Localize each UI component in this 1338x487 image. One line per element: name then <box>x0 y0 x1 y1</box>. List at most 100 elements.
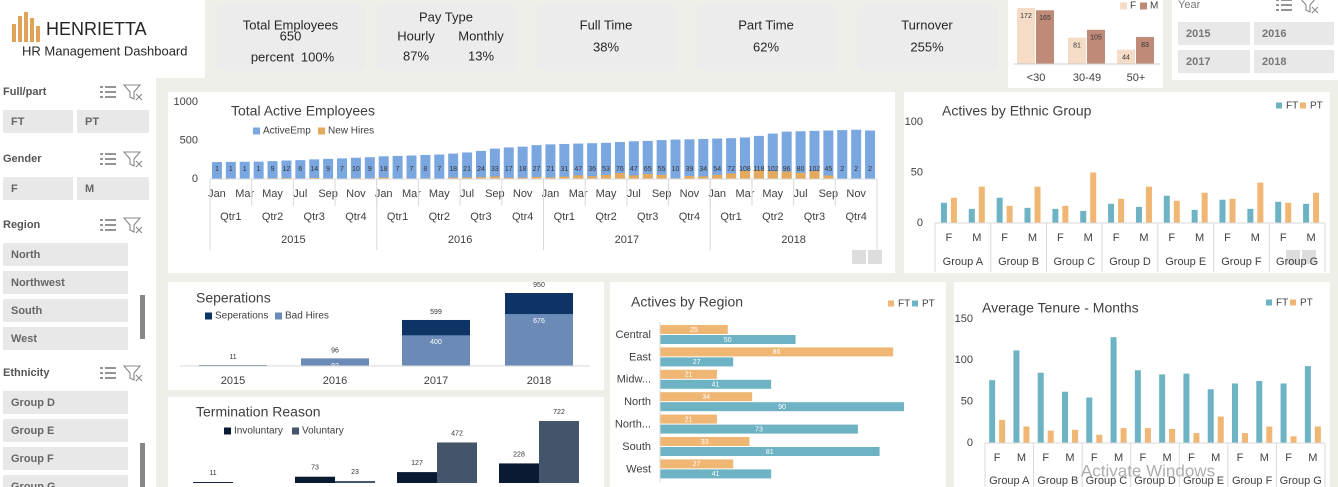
bar <box>1219 199 1226 223</box>
y-tick-label: 100 <box>955 354 973 366</box>
multi-select-icon[interactable] <box>100 86 116 98</box>
clear-filter-icon[interactable] <box>122 365 143 382</box>
multi-select-icon[interactable] <box>100 153 116 165</box>
data-label: 2 <box>868 166 872 173</box>
slicer-button[interactable] <box>3 271 128 294</box>
x-tick-label: M <box>1065 452 1074 464</box>
bar <box>392 155 403 179</box>
chart-title: Seperations <box>196 290 271 306</box>
data-label: 23 <box>351 469 359 476</box>
y-tick-label: Midw... <box>617 374 651 386</box>
bar <box>517 177 528 179</box>
zoom-buttons[interactable] <box>852 250 1316 264</box>
multi-select-icon[interactable] <box>100 219 116 231</box>
bar <box>767 171 778 179</box>
clear-filter-icon[interactable] <box>1300 0 1319 14</box>
clear-filter-icon[interactable] <box>122 151 143 168</box>
bar <box>1086 397 1093 443</box>
data-label: 86 <box>773 349 781 356</box>
bar <box>1023 426 1030 443</box>
group-label: Group E <box>1165 256 1206 268</box>
slicer-button[interactable] <box>3 447 128 470</box>
legend-label: M <box>1150 1 1158 12</box>
bar <box>462 152 473 179</box>
clear-filter-icon[interactable] <box>122 217 143 234</box>
slicer-title: Ethnicity <box>3 367 50 379</box>
chart-title: Termination Reason <box>196 404 321 420</box>
clear-filter-icon[interactable] <box>122 84 143 101</box>
data-label: 8 <box>423 166 427 173</box>
x-tick-label: Jan <box>708 188 726 200</box>
logo <box>12 12 40 42</box>
slicer-button[interactable] <box>3 110 73 133</box>
legend-swatch <box>292 427 299 435</box>
kpi-card <box>375 5 517 71</box>
data-label: 47 <box>630 166 638 173</box>
slicer-button[interactable] <box>3 177 73 200</box>
bar <box>1247 208 1254 223</box>
slicer-button[interactable] <box>77 110 149 133</box>
bar <box>1134 370 1141 443</box>
data-label: 18 <box>380 166 388 173</box>
slicer-button[interactable] <box>3 243 128 266</box>
bar <box>660 335 796 344</box>
group-label: Group B <box>1037 475 1078 487</box>
y-tick-label: 100 <box>905 116 923 128</box>
data-label: 599 <box>430 309 442 316</box>
legend-swatch <box>1276 102 1282 109</box>
bar <box>1303 203 1310 223</box>
bar <box>489 176 500 179</box>
data-label: 18 <box>449 166 457 173</box>
bar <box>434 154 445 179</box>
slicer-button[interactable] <box>3 299 128 322</box>
slicer-button[interactable] <box>3 327 128 350</box>
bar <box>614 142 625 179</box>
x-tick-label: M <box>1163 452 1172 464</box>
data-label: 96 <box>331 347 339 354</box>
data-label: 65 <box>644 166 652 173</box>
data-label: 172 <box>1020 13 1032 20</box>
multi-select-icon[interactable] <box>100 367 116 379</box>
bar <box>211 162 222 179</box>
slicer-button[interactable] <box>77 177 149 200</box>
data-label: 9 <box>271 166 275 173</box>
chart-title: Actives by Region <box>631 294 743 310</box>
quarter-label: Qtr3 <box>637 211 658 223</box>
kpi-value: 62% <box>753 39 779 54</box>
slicer-item: West <box>11 333 37 345</box>
x-tick-label: 2016 <box>323 375 347 387</box>
x-tick-label: M <box>1306 232 1315 244</box>
x-tick-label: F <box>1237 452 1244 464</box>
slicer-button[interactable] <box>1254 50 1334 73</box>
panel <box>904 92 1330 273</box>
x-tick-label: F <box>1188 452 1195 464</box>
slicer-button[interactable] <box>1178 22 1250 45</box>
x-tick-label: Mar <box>402 188 421 200</box>
x-tick-label: M <box>1139 232 1148 244</box>
slicer-button[interactable] <box>3 475 128 487</box>
multi-select-icon[interactable] <box>1276 0 1292 11</box>
slicer-button[interactable] <box>3 419 128 442</box>
year-label: 2018 <box>781 234 805 246</box>
slicer-button[interactable] <box>3 391 128 414</box>
group-label: Group G <box>1280 475 1322 487</box>
bar <box>309 177 320 179</box>
x-tick-label: M <box>1251 232 1260 244</box>
x-tick-label: <30 <box>1027 72 1046 84</box>
bar <box>1207 389 1214 443</box>
data-label: 21 <box>685 416 693 423</box>
kpi-title: Part Time <box>738 17 794 32</box>
bar <box>1191 209 1198 223</box>
data-label: 45 <box>824 166 832 173</box>
bar <box>601 142 612 179</box>
legend-label: Seperations <box>215 311 268 322</box>
x-tick-label: Sep <box>485 188 505 200</box>
bar <box>1169 428 1176 443</box>
bar <box>712 174 723 179</box>
data-label: 76 <box>616 166 624 173</box>
header-panel <box>0 0 205 78</box>
slicer-button[interactable] <box>1178 50 1250 73</box>
group-label: Group F <box>1221 256 1262 268</box>
slicer-button[interactable] <box>1254 22 1334 45</box>
